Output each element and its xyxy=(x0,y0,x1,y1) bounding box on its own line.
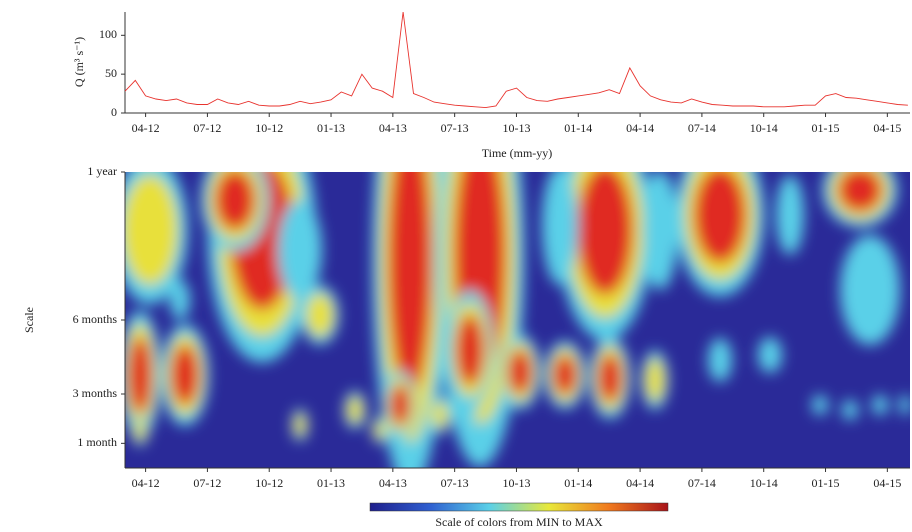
x-tick-label: 04-13 xyxy=(379,476,407,490)
scalogram-blob xyxy=(694,172,746,263)
x-tick-label: 10-12 xyxy=(255,121,283,135)
scalogram-blob xyxy=(776,175,804,255)
scalogram-blob xyxy=(278,200,322,300)
y-tick-label: 1 year xyxy=(87,164,117,178)
scalogram-blob xyxy=(842,400,858,420)
x-axis-label: Time (mm-yy) xyxy=(482,146,553,160)
scalogram-blob xyxy=(838,172,882,212)
scalogram-blob xyxy=(128,337,152,413)
scalogram-blob xyxy=(642,172,678,290)
y-axis-label: Scale xyxy=(22,307,36,333)
x-tick-label: 01-15 xyxy=(812,476,840,490)
y-tick-label: 1 month xyxy=(77,435,117,449)
scalogram-blob xyxy=(812,395,828,415)
scalogram-blob xyxy=(374,420,386,440)
scalogram-blob xyxy=(134,418,146,442)
scalogram-blob xyxy=(388,172,432,395)
colorbar-label: Scale of colors from MIN to MAX xyxy=(435,515,603,529)
scalogram-blob xyxy=(294,413,306,437)
scalogram xyxy=(125,172,910,468)
scalogram-blob xyxy=(432,401,448,429)
x-tick-label: 10-13 xyxy=(502,476,530,490)
x-tick-label: 04-12 xyxy=(132,121,160,135)
y-tick-label: 6 months xyxy=(73,312,118,326)
x-tick-label: 01-13 xyxy=(317,121,345,135)
x-tick-label: 01-14 xyxy=(564,476,592,490)
x-tick-label: 04-14 xyxy=(626,476,654,490)
x-tick-label: 04-15 xyxy=(873,476,901,490)
scalogram-blob xyxy=(463,398,477,422)
scalogram-blob xyxy=(840,235,900,345)
x-tick-label: 04-13 xyxy=(379,121,407,135)
y-tick-label: 50 xyxy=(105,66,117,80)
x-tick-label: 04-12 xyxy=(132,476,160,490)
x-tick-label: 10-13 xyxy=(502,121,530,135)
scalogram-blob xyxy=(645,358,665,402)
data-line xyxy=(124,11,908,109)
scalogram-blob xyxy=(306,293,334,337)
scalogram-blob xyxy=(708,338,732,382)
colorbar xyxy=(369,502,669,512)
x-tick-label: 07-13 xyxy=(441,476,469,490)
x-tick-label: 04-15 xyxy=(873,121,901,135)
x-tick-label: 10-12 xyxy=(255,476,283,490)
scalogram-blob xyxy=(577,172,633,295)
scalogram-blob xyxy=(390,385,410,425)
y-tick-label: 100 xyxy=(99,27,117,41)
scalogram-blob xyxy=(553,355,577,395)
scalogram-blob xyxy=(542,172,578,285)
x-tick-label: 07-13 xyxy=(441,121,469,135)
scalogram-blob xyxy=(872,395,888,415)
x-tick-label: 04-14 xyxy=(626,121,654,135)
scalogram-field xyxy=(125,172,910,468)
scalogram-blob xyxy=(215,172,255,230)
scalogram-blob xyxy=(125,175,178,285)
scalogram-blob xyxy=(598,354,622,402)
x-tick-label: 07-14 xyxy=(688,121,716,135)
scalogram-blob xyxy=(758,337,782,373)
x-tick-label: 10-14 xyxy=(750,476,778,490)
x-tick-label: 07-12 xyxy=(193,476,221,490)
scalogram-blob xyxy=(171,345,199,405)
x-tick-label: 07-14 xyxy=(688,476,716,490)
x-tick-label: 01-14 xyxy=(564,121,592,135)
scalogram-blob xyxy=(456,315,484,385)
scalogram-blob xyxy=(170,280,190,320)
scalogram-blob xyxy=(899,395,910,415)
scalogram-blob xyxy=(508,350,532,394)
x-tick-label: 01-13 xyxy=(317,476,345,490)
y-axis-label: Q (m³ s⁻¹) xyxy=(72,37,86,87)
x-tick-label: 01-15 xyxy=(812,121,840,135)
y-tick-label: 3 months xyxy=(73,386,118,400)
x-tick-label: 07-12 xyxy=(193,121,221,135)
y-tick-label: 0 xyxy=(111,105,117,119)
x-tick-label: 10-14 xyxy=(750,121,778,135)
scalogram-blob xyxy=(347,396,363,424)
